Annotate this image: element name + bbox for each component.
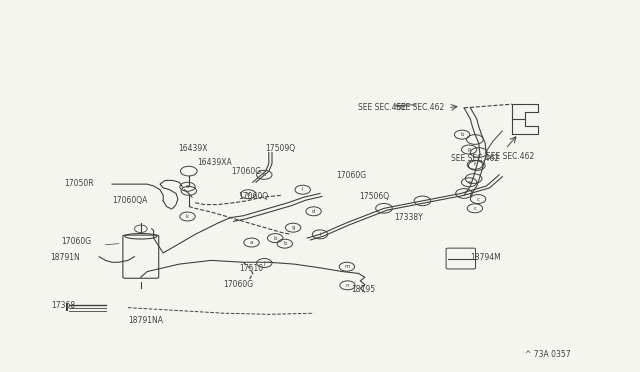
Text: 17050R: 17050R xyxy=(64,179,93,187)
Text: 17368: 17368 xyxy=(51,301,76,310)
Text: f: f xyxy=(474,162,476,167)
Text: SEE SEC.462: SEE SEC.462 xyxy=(451,154,499,163)
Text: c: c xyxy=(477,196,479,202)
Text: 18791N: 18791N xyxy=(50,253,79,262)
Text: 17506Q: 17506Q xyxy=(360,192,390,201)
Text: 17060Q: 17060Q xyxy=(238,192,268,201)
Text: SEE SEC.462: SEE SEC.462 xyxy=(358,103,406,112)
Text: 17060G: 17060G xyxy=(61,237,91,246)
Text: SEE SEC.462: SEE SEC.462 xyxy=(396,103,444,112)
Text: b: b xyxy=(283,241,287,246)
Text: 18795: 18795 xyxy=(351,285,375,294)
Text: g: g xyxy=(291,225,295,230)
Text: n: n xyxy=(262,172,266,177)
Text: 17060QA: 17060QA xyxy=(112,196,147,205)
Text: a: a xyxy=(250,240,253,245)
Text: 17338Y: 17338Y xyxy=(394,213,423,222)
Text: 17060G: 17060G xyxy=(232,167,262,176)
Text: h: h xyxy=(246,192,250,197)
Text: 17060G: 17060G xyxy=(337,171,367,180)
Text: ^ 73A 0357: ^ 73A 0357 xyxy=(525,350,570,359)
Text: 16439XA: 16439XA xyxy=(197,158,232,167)
Text: c: c xyxy=(474,206,476,211)
Text: b: b xyxy=(273,235,277,241)
Text: d: d xyxy=(312,209,316,214)
Text: b: b xyxy=(460,132,464,137)
Text: i: i xyxy=(319,232,321,237)
Text: e: e xyxy=(467,180,471,185)
Text: 17509Q: 17509Q xyxy=(266,144,296,153)
Text: n: n xyxy=(346,283,349,288)
Text: p: p xyxy=(467,147,471,152)
Text: j: j xyxy=(264,260,265,266)
Text: l: l xyxy=(302,187,303,192)
Text: m: m xyxy=(344,264,349,269)
Text: 17510: 17510 xyxy=(239,264,263,273)
Text: o: o xyxy=(186,184,189,189)
Text: 16439X: 16439X xyxy=(178,144,207,153)
Text: SEE SEC.462: SEE SEC.462 xyxy=(486,152,534,161)
Text: k: k xyxy=(186,214,189,219)
Text: 18794M: 18794M xyxy=(470,253,501,262)
Text: 17060G: 17060G xyxy=(223,280,253,289)
Text: 18791NA: 18791NA xyxy=(128,316,163,325)
